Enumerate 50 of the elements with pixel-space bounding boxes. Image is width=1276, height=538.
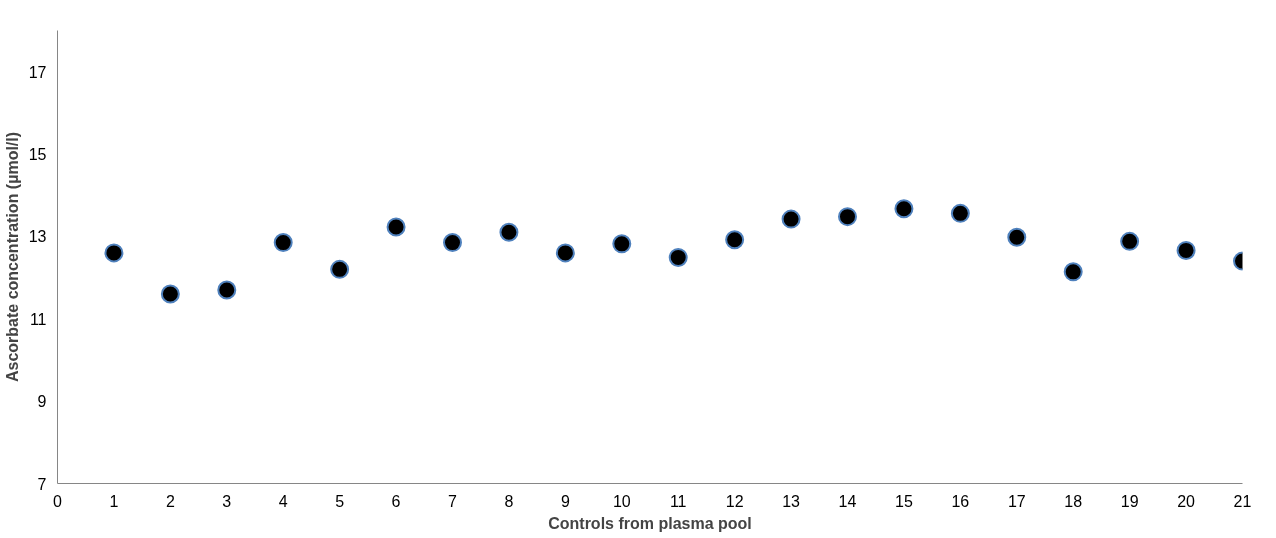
point <box>555 243 575 263</box>
x-tick-label: 1 <box>109 492 119 510</box>
x-tick-label: 10 <box>612 492 631 510</box>
y-tick-label: 7 <box>37 475 47 493</box>
x-tick-label: 9 <box>560 492 570 510</box>
point <box>1120 231 1140 251</box>
point <box>443 233 462 253</box>
x-tick-label: 3 <box>222 492 232 510</box>
point <box>330 259 350 279</box>
x-tick-label: 8 <box>504 492 514 510</box>
y-tick-label: 13 <box>28 228 47 246</box>
point <box>273 233 293 253</box>
point <box>386 217 406 237</box>
x-tick-label: 2 <box>165 492 175 510</box>
x-tick-label: 6 <box>391 492 401 510</box>
point <box>894 199 914 219</box>
x-axis-title: Controls from plasma pool <box>548 514 752 532</box>
y-axis-title: Ascorbate concentration (µmol/l) <box>3 131 21 383</box>
x-tick-label: 21 <box>1233 492 1252 510</box>
y-tick-label: 9 <box>37 393 47 411</box>
x-tick-label: 14 <box>838 492 857 510</box>
x-tick-label: 0 <box>53 492 63 510</box>
point <box>217 280 237 300</box>
x-tick-label: 18 <box>1064 492 1083 510</box>
point <box>1063 262 1083 282</box>
point <box>104 243 124 263</box>
point <box>725 230 745 250</box>
x-tick-label: 7 <box>448 492 458 510</box>
point <box>950 203 970 223</box>
point <box>1176 240 1196 260</box>
x-tick-label: 5 <box>335 492 345 510</box>
x-tick-label: 16 <box>951 492 970 510</box>
x-tick-label: 15 <box>895 492 913 510</box>
point <box>781 209 801 229</box>
point <box>668 247 688 267</box>
x-tick-label: 20 <box>1177 492 1196 510</box>
x-tick-label: 19 <box>1120 492 1139 510</box>
x-tick-label: 17 <box>1007 492 1026 510</box>
point <box>1007 227 1027 247</box>
y-tick-label: 17 <box>28 63 47 81</box>
point <box>160 284 180 304</box>
point <box>838 207 857 227</box>
x-tick-label: 11 <box>669 492 687 510</box>
x-tick-label: 4 <box>278 492 288 510</box>
x-tick-label: 13 <box>782 492 801 510</box>
point <box>499 222 519 242</box>
point <box>612 234 632 254</box>
x-tick-label: 12 <box>725 492 744 510</box>
y-tick-label: 11 <box>29 310 47 328</box>
y-tick-label: 15 <box>28 146 47 164</box>
